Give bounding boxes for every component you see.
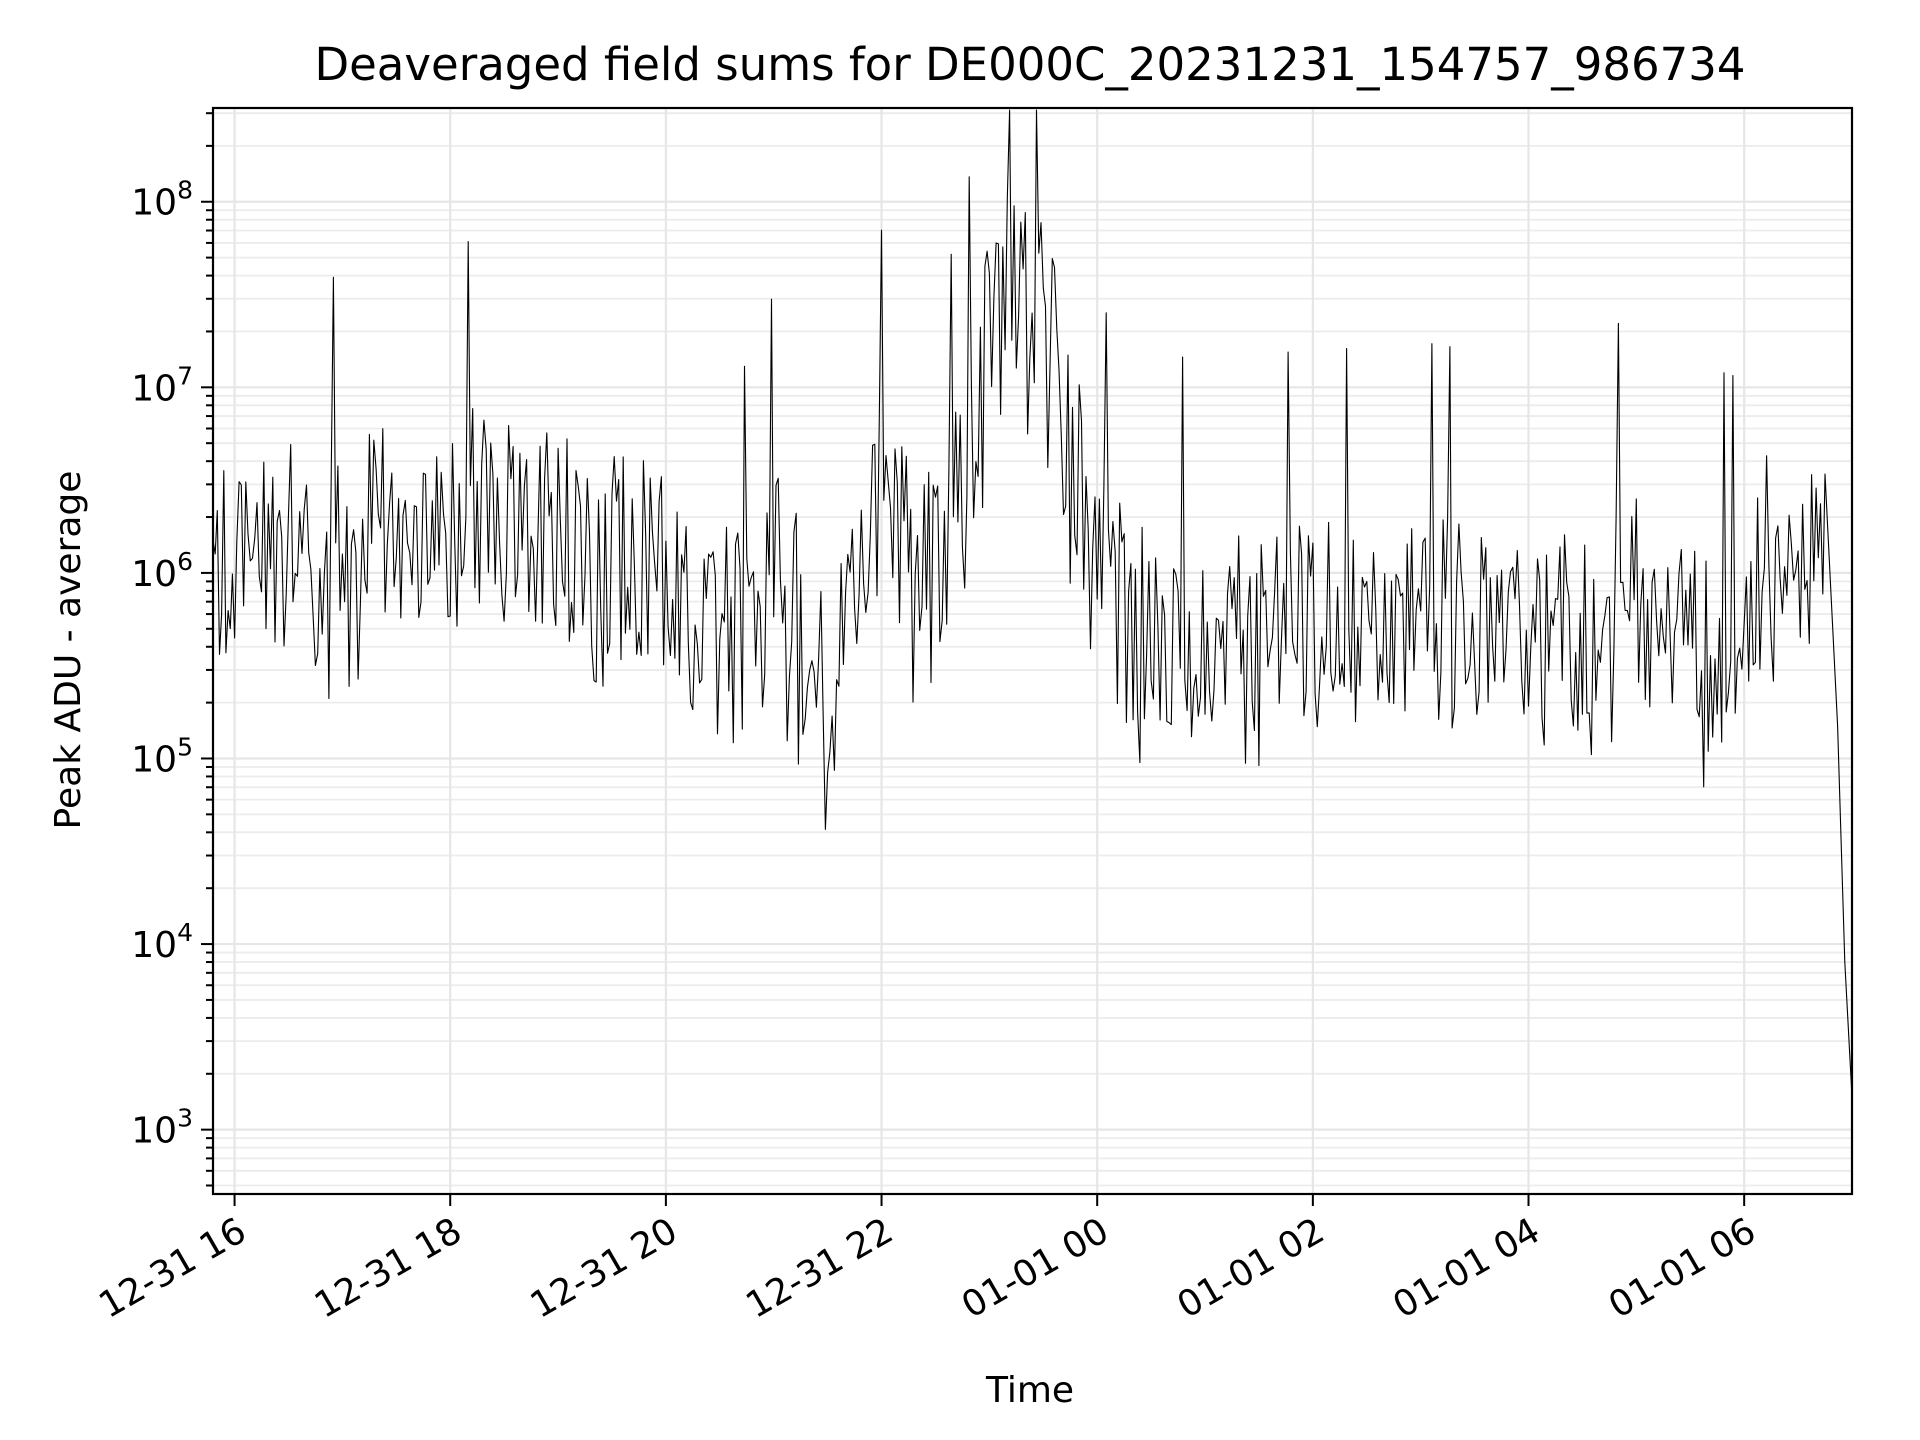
y-tick-label-base: 10 [131, 183, 177, 224]
y-tick-label-base: 10 [131, 554, 177, 595]
y-tick-label-base: 10 [131, 368, 177, 409]
series-line [212, 109, 1853, 1098]
y-tick-label-exponent: 4 [177, 918, 193, 947]
y-tick-label-base: 10 [131, 925, 177, 966]
y-axis-label: Peak ADU - average [48, 471, 89, 830]
chart-title: Deaveraged field sums for DE000C_2023123… [314, 38, 1745, 91]
x-axis-label: Time [985, 1370, 1074, 1411]
y-tick-label: 107 [131, 361, 193, 409]
y-tick-label: 108 [131, 176, 193, 224]
y-tick-label: 103 [131, 1104, 193, 1152]
y-tick-label-exponent: 3 [177, 1104, 193, 1133]
y-tick-label-exponent: 8 [177, 176, 193, 205]
series-layer [212, 109, 1853, 1098]
y-tick-label-exponent: 7 [177, 361, 193, 390]
y-tick-label-exponent: 5 [177, 732, 193, 761]
y-tick-label: 104 [131, 918, 193, 966]
y-tick-label-exponent: 6 [177, 547, 193, 576]
y-tick-label: 105 [131, 732, 193, 780]
plot-frame [211, 106, 1854, 1196]
axis-ticks [201, 112, 1746, 1206]
y-tick-label: 106 [131, 547, 193, 595]
y-tick-label-base: 10 [131, 739, 177, 780]
y-tick-label-base: 10 [131, 1111, 177, 1152]
